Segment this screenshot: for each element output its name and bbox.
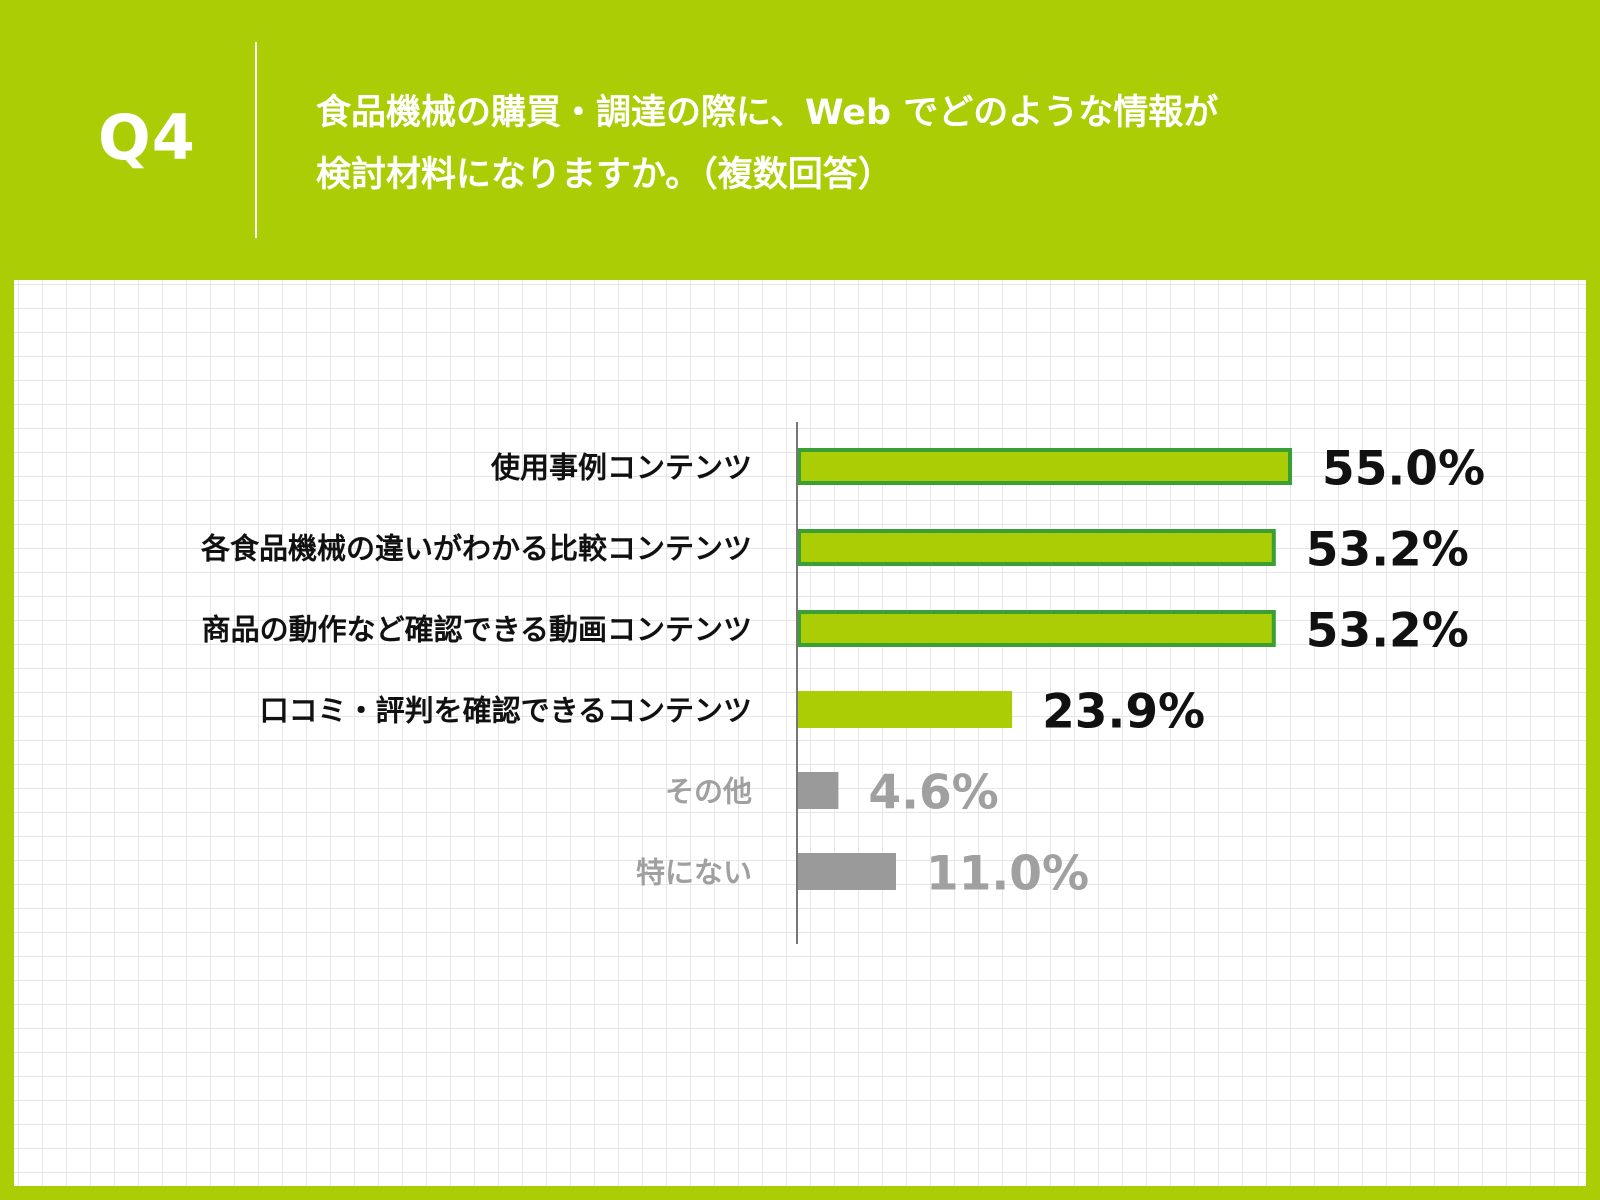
category-label: その他 [665,775,752,809]
value-label: 53.2% [1306,523,1469,578]
bar [797,691,1013,728]
value-label: 53.2% [1306,604,1469,659]
category-label: 特にない [636,856,752,890]
value-label: 55.0% [1322,442,1485,497]
category-label: 口コミ・評判を確認できるコンテンツ [260,694,752,728]
question-number: Q4 [98,101,196,174]
category-label: 使用事例コンテンツ [490,451,752,485]
bar [797,529,1276,566]
question-line-2: 検討材料になりますか。（複数回答） [316,155,893,195]
question-text: 食品機械の購買・調達の際に、Web でどのような情報が 検討材料になりますか。（… [316,82,1416,206]
value-label: 11.0% [926,847,1089,902]
header: Q4 食品機械の購買・調達の際に、Web でどのような情報が 検討材料になります… [0,0,1600,280]
value-label: 4.6% [868,766,998,821]
bar [797,853,896,890]
chart-panel [14,280,1586,1186]
bar [797,610,1276,647]
value-label: 23.9% [1042,685,1205,740]
category-label: 各食品機械の違いがわかる比較コンテンツ [200,532,752,566]
bar [797,448,1292,485]
header-divider [255,42,257,238]
category-label: 商品の動作など確認できる動画コンテンツ [202,613,752,647]
question-line-1: 食品機械の購買・調達の際に、Web でどのような情報が [316,93,1219,133]
bar [797,772,839,809]
